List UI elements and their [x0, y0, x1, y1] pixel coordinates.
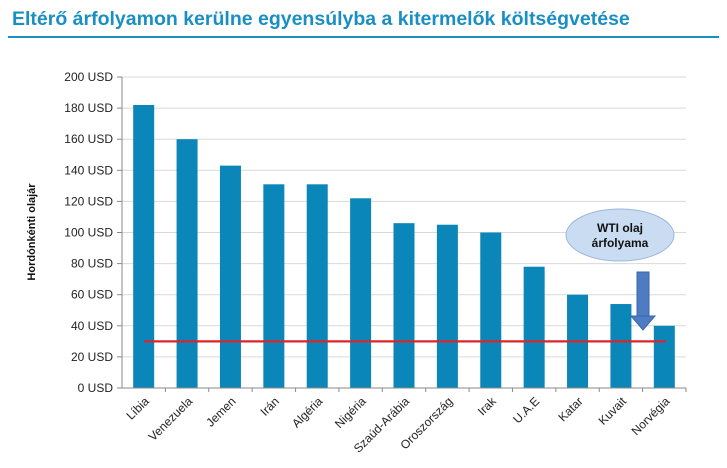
wti-callout-line-1: WTI olaj [597, 221, 643, 235]
x-category-label: Irán [257, 394, 282, 419]
bar [176, 139, 198, 388]
x-category-label: Kuvait [596, 394, 630, 428]
x-category-label: Algéria [289, 394, 326, 431]
title-divider [8, 36, 719, 38]
y-tick-label: 100 USD [64, 226, 113, 240]
y-tick-label: 140 USD [64, 163, 113, 177]
bar [219, 165, 241, 388]
y-tick-labels: 0 USD 20 USD 40 USD 60 USD 80 USD 100 USD 120 … [64, 70, 113, 395]
axes [117, 76, 687, 392]
bar [436, 224, 458, 388]
wti-callout-bubble [565, 208, 675, 262]
y-tick-label: 120 USD [64, 194, 113, 208]
bar [653, 325, 675, 388]
bar [480, 232, 502, 388]
bar [263, 184, 285, 388]
x-category-label: Norvégia [629, 394, 673, 438]
bar [350, 198, 372, 388]
x-category-label: Nigéria [332, 394, 369, 431]
wti-callout-line-2: árfolyama [592, 236, 649, 250]
y-tick-label: 80 USD [71, 257, 113, 271]
down-arrow-icon [629, 271, 657, 331]
bar [610, 304, 632, 388]
bar [523, 266, 545, 388]
y-axis-label: Hordónkénti olajár [26, 183, 38, 281]
y-tick-label: 180 USD [64, 101, 113, 115]
bar [306, 184, 328, 388]
x-category-label: Venezuela [146, 394, 196, 444]
y-tick-label: 160 USD [64, 132, 113, 146]
x-category-label: U.A.E [510, 394, 542, 426]
y-tick-label: 0 USD [78, 381, 114, 395]
x-category-label: Líbia [124, 394, 153, 423]
x-category-label: Katar [555, 394, 585, 424]
page-title: Eltérő árfolyamon kerülne egyensúlyba a … [12, 8, 630, 30]
x-category-label: Irak [475, 394, 500, 419]
bar [393, 223, 415, 388]
wti-callout: WTI olaj árfolyama [565, 208, 675, 331]
bar [133, 104, 155, 389]
y-tick-label: 60 USD [71, 288, 113, 302]
y-tick-label: 20 USD [71, 350, 113, 364]
y-tick-label: 40 USD [71, 319, 113, 333]
y-tick-label: 200 USD [64, 70, 113, 84]
x-category-label: Jemen [203, 394, 238, 429]
